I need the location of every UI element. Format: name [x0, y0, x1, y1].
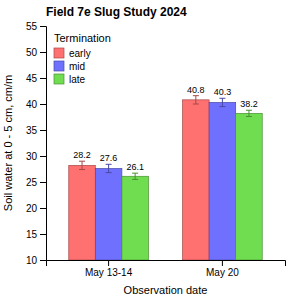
- y-tick: 45: [26, 73, 46, 84]
- data-label: 38.2: [240, 99, 258, 109]
- y-tick-label: 40: [26, 99, 38, 110]
- y-axis-title: Soil water at 0 - 5 cm, cm/m: [2, 75, 14, 211]
- error-bar: [79, 161, 85, 169]
- y-tick-label: 30: [26, 151, 38, 162]
- x-axis-title: Observation date: [124, 284, 208, 296]
- bar: [236, 113, 263, 260]
- data-label: 40.3: [214, 87, 232, 97]
- y-tick: 55: [26, 21, 46, 32]
- chart-container: 10 15 20 25 30 35 40 45 50 55 May 13-14 May 20 28.2 4…: [0, 0, 295, 300]
- error-bar: [106, 164, 112, 172]
- series-2: [122, 110, 262, 260]
- y-tick-mark: [40, 234, 46, 235]
- y-tick-label: 45: [26, 73, 38, 84]
- y-tick-mark: [40, 52, 46, 53]
- y-tick-label: 25: [26, 177, 38, 188]
- y-tick-mark: [40, 260, 46, 261]
- y-tick-mark: [40, 208, 46, 209]
- y-tick: 50: [26, 47, 46, 58]
- data-label: 28.2: [73, 150, 91, 160]
- bar: [69, 165, 96, 260]
- y-tick: 35: [26, 125, 46, 136]
- bar: [209, 102, 236, 260]
- x-tick-mark: [222, 260, 223, 266]
- legend-label: late: [69, 74, 86, 85]
- error-bar: [193, 96, 199, 104]
- y-tick-label: 15: [26, 229, 38, 240]
- error-bar: [219, 98, 225, 106]
- y-tick-mark: [40, 104, 46, 105]
- legend-swatch: [54, 74, 64, 84]
- x-tick-mark: [108, 260, 109, 266]
- y-axis: 10 15 20 25 30 35 40 45 50 55: [26, 21, 47, 266]
- x-tick-label: May 20: [206, 267, 239, 278]
- series-1: [95, 98, 235, 260]
- y-tick-mark: [40, 26, 46, 27]
- y-tick: 10: [26, 255, 46, 266]
- y-tick-mark: [40, 78, 46, 79]
- x-axis: May 13-14 May 20: [47, 260, 286, 278]
- y-tick: 20: [26, 203, 46, 214]
- data-label: 27.6: [100, 153, 118, 163]
- y-tick-label: 35: [26, 125, 38, 136]
- error-bar: [132, 173, 138, 179]
- legend-label: mid: [69, 61, 85, 72]
- data-labels: 28.2 40.8 27.6 40.3 26.1 38.2: [73, 85, 257, 172]
- y-tick: 30: [26, 151, 46, 162]
- y-tick-label: 55: [26, 21, 38, 32]
- bar: [95, 168, 122, 260]
- x-axis-line: [47, 261, 286, 267]
- error-bar: [246, 110, 252, 116]
- x-tick-label: May 13-14: [85, 267, 133, 278]
- series-0: [69, 96, 209, 260]
- legend-swatch: [54, 48, 64, 58]
- y-tick: 40: [26, 99, 46, 110]
- bar: [183, 100, 210, 260]
- y-tick-mark: [40, 182, 46, 183]
- plot-marks: [69, 96, 262, 260]
- legend: Termination early mid late: [54, 32, 111, 85]
- chart-title: Field 7e Slug Study 2024: [46, 5, 187, 19]
- legend-label: early: [69, 48, 91, 59]
- y-tick-mark: [40, 156, 46, 157]
- chart-svg: 10 15 20 25 30 35 40 45 50 55 May 13-14 May 20 28.2 4…: [0, 0, 295, 300]
- y-tick-label: 20: [26, 203, 38, 214]
- y-tick-label: 10: [26, 255, 38, 266]
- y-tick: 15: [26, 229, 46, 240]
- y-axis-line: [40, 27, 47, 261]
- legend-title: Termination: [54, 32, 111, 44]
- bar: [122, 176, 149, 260]
- y-tick: 25: [26, 177, 46, 188]
- y-tick-mark: [40, 130, 46, 131]
- x-tick: May 13-14: [85, 260, 133, 278]
- data-label: 26.1: [126, 162, 144, 172]
- x-tick: May 20: [206, 260, 239, 278]
- y-tick-label: 50: [26, 47, 38, 58]
- data-label: 40.8: [187, 85, 205, 95]
- legend-swatch: [54, 61, 64, 71]
